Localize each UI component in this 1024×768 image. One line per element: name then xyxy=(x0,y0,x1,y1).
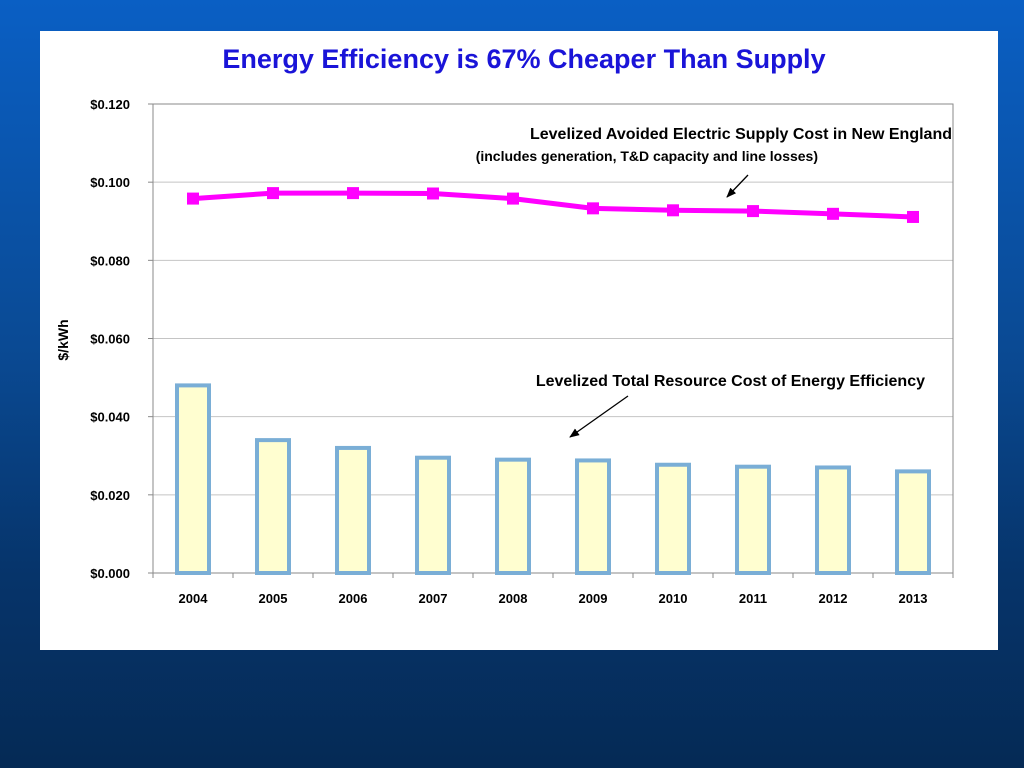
supply-cost-point xyxy=(587,202,599,215)
efficiency-bar xyxy=(415,455,451,575)
efficiency-bar xyxy=(655,462,691,575)
x-tick-label: 2007 xyxy=(419,591,448,606)
y-tick-label: $0.000 xyxy=(90,566,130,581)
efficiency-bar xyxy=(735,464,771,575)
x-tick-label: 2013 xyxy=(899,591,928,606)
chart-title: Energy Efficiency is 67% Cheaper Than Su… xyxy=(222,44,825,74)
supply-cost-point xyxy=(667,204,679,217)
supply-cost-point xyxy=(267,187,279,200)
x-tick-label: 2006 xyxy=(339,591,368,606)
y-tick-label: $0.120 xyxy=(90,97,130,112)
supply-cost-point xyxy=(827,207,839,220)
x-tick-label: 2009 xyxy=(579,591,608,606)
efficiency-bar xyxy=(895,469,931,575)
efficiency-bar xyxy=(815,465,851,576)
y-tick-label: $0.040 xyxy=(90,410,130,425)
supply-annotation-label: Levelized Avoided Electric Supply Cost i… xyxy=(530,126,952,143)
y-tick-label: $0.020 xyxy=(90,488,130,503)
efficiency-bar xyxy=(335,445,371,575)
y-axis-label: $/kWh xyxy=(55,319,71,360)
y-tick-label: $0.060 xyxy=(90,332,130,347)
supply-cost-point xyxy=(187,192,199,205)
supply-annotation-arrow xyxy=(726,174,749,198)
x-tick-label: 2012 xyxy=(819,591,848,606)
efficiency-annotation-arrow xyxy=(569,395,629,438)
x-tick-label: 2010 xyxy=(659,591,688,606)
supply-cost-point xyxy=(427,187,439,200)
x-tick-label: 2004 xyxy=(179,591,209,606)
plot-area: $0.000 $0.020 $0.040 $0.060 $0.080 $0.100 $0.1… xyxy=(90,97,954,606)
x-tick-label: 2011 xyxy=(739,591,767,606)
x-tick-label: 2008 xyxy=(499,591,528,606)
y-tick-label: $0.100 xyxy=(90,175,130,190)
supply-annotation-subtext: (includes generation, T&D capacity and l… xyxy=(476,148,818,164)
efficiency-annotation-label: Levelized Total Resource Cost of Energy … xyxy=(536,373,925,390)
efficiency-bar xyxy=(175,383,211,575)
supply-cost-point xyxy=(747,205,759,218)
supply-cost-line xyxy=(192,190,914,220)
efficiency-bar xyxy=(255,438,291,575)
supply-cost-point xyxy=(507,192,519,205)
x-tick-label: 2005 xyxy=(259,591,288,606)
supply-cost-point xyxy=(347,187,359,200)
efficiency-bar xyxy=(495,457,531,575)
supply-cost-point xyxy=(907,210,919,223)
efficiency-bar xyxy=(575,458,611,575)
y-tick-label: $0.080 xyxy=(90,253,130,268)
